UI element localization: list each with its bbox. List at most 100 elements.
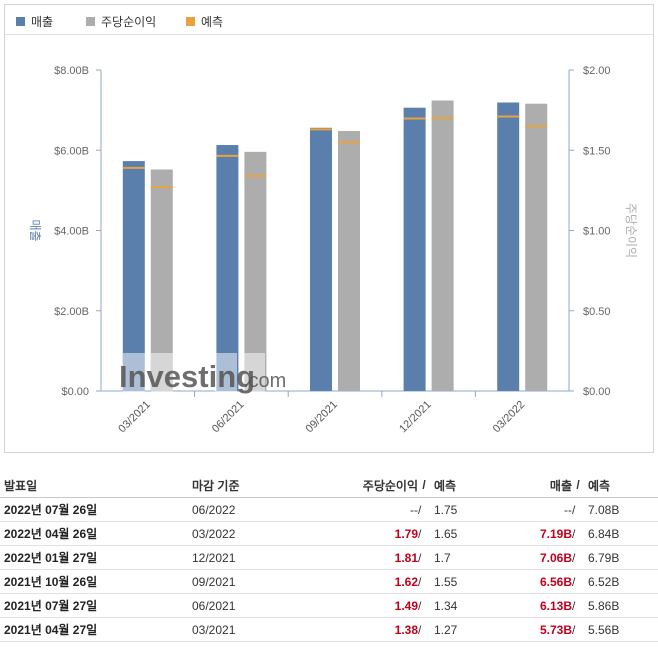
table-row: 2021년 10월 26일 09/2021 1.62/1.55 6.56B/6.52B (0, 569, 658, 594)
revenue-forecast-cell: 5.86B (584, 593, 658, 618)
eps-bar (150, 169, 173, 391)
revenue-bar (216, 145, 239, 391)
table-row: 2021년 04월 27일 03/2021 1.38/1.27 5.73B/5.56B (0, 617, 658, 642)
header-release-date[interactable]: 발표일 (0, 473, 192, 498)
watermark-panel-2 (151, 353, 173, 393)
release-date-cell: 2021년 10월 26일 (0, 569, 192, 594)
watermark-panel-3 (215, 353, 237, 393)
header-period-end[interactable]: 마감 기준 (192, 473, 342, 498)
eps-actual-cell: 1.79 (342, 521, 418, 546)
watermark-suffix: .com (243, 370, 286, 392)
eps-forecast-cell: 1.34 (430, 593, 520, 618)
revenue-bar (310, 127, 332, 391)
eps-bar (525, 103, 548, 391)
revenue-actual-cell: 5.73B (520, 617, 572, 642)
eps-actual-cell: -- (342, 497, 418, 522)
release-date-cell: 2021년 04월 27일 (0, 617, 192, 642)
earnings-table: 발표일 마감 기준 주당순이익 / 예측 매출 / 예측 2022년 07월 2… (0, 473, 658, 642)
legend-item-revenue[interactable]: 매출 (16, 13, 53, 30)
revenue-slash: / (572, 569, 584, 594)
revenue-actual-cell: -- (520, 497, 572, 522)
eps-forecast-cell: 1.7 (430, 545, 520, 570)
y-left-tick-label: $4.00B (54, 226, 89, 238)
eps-forecast-cell: 1.27 (430, 617, 520, 642)
y-right-tick-label: $0.00 (583, 386, 611, 398)
header-revenue-forecast: 예측 (584, 473, 658, 498)
eps-bar (244, 151, 267, 391)
period-cell: 06/2021 (192, 593, 342, 618)
header-eps-forecast: 예측 (430, 473, 520, 498)
eps-slash: / (418, 617, 430, 642)
watermark-panel-4 (243, 353, 265, 393)
eps-actual-cell: 1.62 (342, 569, 418, 594)
period-cell: 03/2021 (192, 617, 342, 642)
watermark-panel-1 (123, 353, 145, 393)
eps-slash: / (418, 545, 430, 570)
release-date-cell: 2022년 01월 27일 (0, 545, 192, 570)
table-row: 2022년 04월 26일 03/2022 1.79/1.65 7.19B/6.84B (0, 521, 658, 546)
y-axis-left-title: 매출 (28, 219, 42, 241)
legend-swatch-eps (86, 17, 95, 26)
x-tick-label: 03/2022 (491, 399, 528, 436)
y-left-tick-label: $8.00B (54, 65, 89, 77)
revenue-bar (122, 161, 145, 391)
x-tick-label: 06/2021 (210, 399, 247, 436)
eps-bar (431, 100, 454, 392)
revenue-slash: / (572, 593, 584, 618)
eps-forecast-cell: 1.65 (430, 521, 520, 546)
bar-chart: $0.00 $0.00 $2.00B $0.50 $4.00B $1.00 $6.00B $1… (28, 65, 638, 436)
eps-forecast-cell: 1.55 (430, 569, 520, 594)
table-header-row: 발표일 마감 기준 주당순이익 / 예측 매출 / 예측 (0, 473, 658, 498)
eps-slash: / (418, 569, 430, 594)
header-revenue-slash: / (572, 473, 584, 498)
revenue-actual-cell: 7.06B (520, 545, 572, 570)
period-cell: 03/2022 (192, 521, 342, 546)
eps-slash: / (418, 521, 430, 546)
period-cell: 12/2021 (192, 545, 342, 570)
revenue-slash: / (572, 545, 584, 570)
period-cell: 06/2022 (192, 497, 342, 522)
x-tick-label: 03/2021 (116, 399, 153, 436)
x-tick-label: 09/2021 (304, 399, 341, 436)
y-axis-right-title: 주당순이익 (624, 203, 638, 258)
table-row: 2021년 07월 27일 06/2021 1.49/1.34 6.13B/5.86B (0, 593, 658, 618)
release-date-cell: 2021년 07월 27일 (0, 593, 192, 618)
revenue-bar (497, 102, 520, 391)
y-right-tick-label: $2.00 (583, 65, 611, 77)
eps-slash: / (418, 497, 430, 522)
eps-slash: / (418, 593, 430, 618)
revenue-forecast-cell: 6.52B (584, 569, 658, 594)
revenue-slash: / (572, 497, 584, 522)
eps-actual-cell: 1.38 (342, 617, 418, 642)
legend-label-forecast: 예측 (201, 15, 224, 29)
watermark-brand: Investing (119, 359, 255, 394)
y-left-tick-label: $0.00 (61, 386, 89, 398)
legend-label-revenue: 매출 (31, 15, 54, 29)
table-row: 2022년 07월 26일 06/2022 --/1.75 --/7.08B (0, 497, 658, 522)
revenue-actual-cell: 6.13B (520, 593, 572, 618)
earnings-chart-panel: 매출 주당순이익 예측 $0.00 $0.00 $2.00B $0.50 $4.00B $… (4, 4, 654, 453)
table-row: 2022년 01월 27일 12/2021 1.81/1.7 7.06B/6.79B (0, 545, 658, 570)
y-right-tick-label: $1.50 (583, 145, 611, 157)
revenue-forecast-cell: 6.84B (584, 521, 658, 546)
chart-legend: 매출 주당순이익 예측 (5, 5, 653, 35)
revenue-forecast-cell: 7.08B (584, 497, 658, 522)
period-cell: 09/2021 (192, 569, 342, 594)
eps-actual-cell: 1.49 (342, 593, 418, 618)
legend-swatch-revenue (16, 17, 25, 26)
x-tick-label: 12/2021 (397, 399, 434, 436)
y-right-tick-label: $1.00 (583, 226, 611, 238)
eps-forecast-cell: 1.75 (430, 497, 520, 522)
legend-item-eps[interactable]: 주당순이익 (86, 13, 156, 30)
investing-watermark: Investing .com (119, 353, 286, 394)
legend-label-eps: 주당순이익 (101, 15, 157, 29)
legend-item-forecast[interactable]: 예측 (186, 13, 223, 30)
y-right-tick-label: $0.50 (583, 306, 611, 318)
release-date-cell: 2022년 04월 26일 (0, 521, 192, 546)
header-eps[interactable]: 주당순이익 (342, 473, 418, 498)
revenue-slash: / (572, 521, 584, 546)
revenue-actual-cell: 6.56B (520, 569, 572, 594)
revenue-bar (403, 107, 426, 391)
header-revenue[interactable]: 매출 (520, 473, 572, 498)
eps-actual-cell: 1.81 (342, 545, 418, 570)
